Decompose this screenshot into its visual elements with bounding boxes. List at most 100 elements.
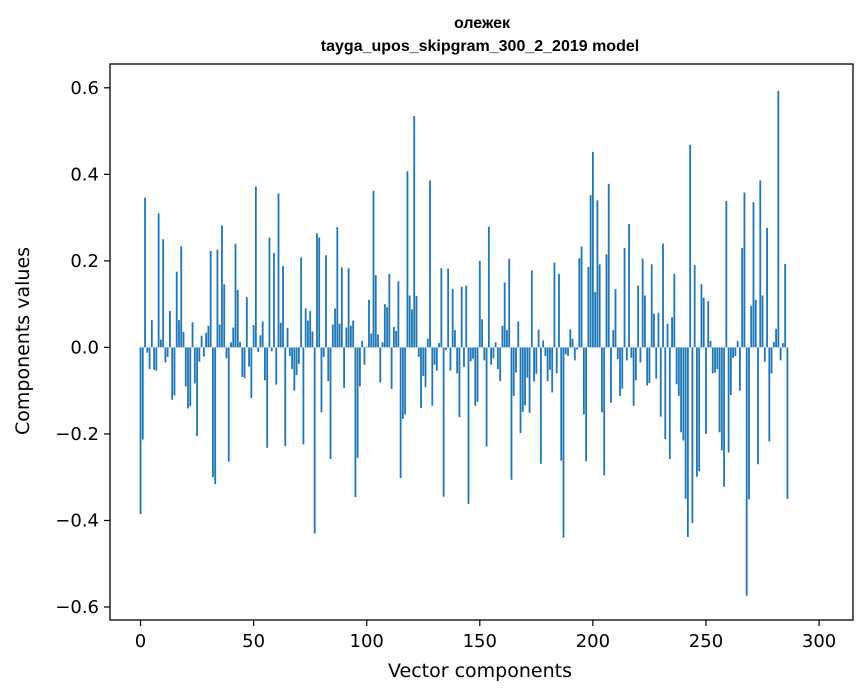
bar <box>361 340 364 348</box>
bar <box>426 338 429 348</box>
bar <box>601 347 603 413</box>
bar <box>297 347 300 364</box>
bar <box>225 347 228 359</box>
bar <box>386 307 388 348</box>
bar <box>413 115 416 348</box>
bar <box>659 347 662 417</box>
y-tick-label: −0.2 <box>55 424 99 445</box>
bar <box>558 273 560 348</box>
x-tick-label: 200 <box>576 631 610 652</box>
y-tick-label: 0.0 <box>70 337 99 358</box>
bar <box>404 347 407 415</box>
bar <box>438 343 440 348</box>
x-tick-label: 50 <box>242 631 265 652</box>
bar <box>456 347 459 374</box>
bar <box>603 347 606 476</box>
bar <box>449 347 452 371</box>
bar <box>653 313 655 348</box>
bar <box>429 180 431 348</box>
bar <box>632 347 635 406</box>
bar <box>327 347 330 382</box>
bar <box>392 327 395 348</box>
bar <box>709 340 712 348</box>
bar <box>241 347 244 377</box>
bar <box>549 347 551 370</box>
bar <box>571 338 574 348</box>
bar <box>623 247 626 348</box>
bar <box>745 347 748 596</box>
bar <box>693 265 696 348</box>
bar <box>777 90 780 348</box>
bar <box>619 347 621 396</box>
x-tick-label: 300 <box>802 631 836 652</box>
bar <box>501 325 504 348</box>
bar <box>723 347 725 487</box>
bar <box>702 297 705 348</box>
bar <box>169 311 171 348</box>
bar <box>607 183 610 348</box>
bar <box>162 239 165 348</box>
bar <box>178 320 180 348</box>
bar <box>474 347 477 406</box>
bar <box>273 253 275 348</box>
bar <box>555 347 558 374</box>
bar <box>374 275 377 348</box>
bar <box>714 347 716 373</box>
bar <box>779 347 782 361</box>
bar <box>359 347 361 387</box>
bar <box>239 341 241 348</box>
bar <box>671 317 673 348</box>
bar <box>528 347 531 413</box>
bar <box>381 342 384 348</box>
bar <box>469 347 472 362</box>
x-tick-label: 100 <box>350 631 384 652</box>
bar <box>331 324 334 348</box>
bar <box>334 308 336 348</box>
bar <box>650 264 653 348</box>
bar <box>644 295 646 348</box>
bar <box>243 347 246 379</box>
bar <box>639 347 642 363</box>
bar <box>465 285 468 348</box>
bar <box>483 347 486 361</box>
bar <box>264 347 266 381</box>
bar <box>150 320 153 348</box>
bar <box>451 289 454 348</box>
bar <box>564 347 567 355</box>
plot-frame <box>109 63 854 621</box>
bar <box>388 273 391 348</box>
bar <box>707 301 710 348</box>
bar <box>662 243 664 348</box>
bar <box>227 347 230 462</box>
bar <box>551 347 554 393</box>
bar <box>567 347 569 357</box>
x-axis-ticks: 0 50 100 150 200 250 300 <box>135 620 836 652</box>
bar <box>205 332 208 348</box>
bar <box>698 347 701 472</box>
bar <box>668 347 671 460</box>
chart-title: олежек <box>454 15 511 32</box>
bar <box>207 325 210 348</box>
bar <box>164 347 167 363</box>
bar <box>320 347 323 413</box>
x-axis-label: Vector components <box>388 660 572 682</box>
bar <box>605 254 608 348</box>
y-axis-ticks: −0.6 −0.4 −0.2 0.0 0.2 0.4 0.6 <box>55 78 110 618</box>
bar <box>467 347 470 505</box>
bar <box>675 347 678 385</box>
bar <box>166 347 169 357</box>
bar <box>180 246 183 348</box>
bar <box>596 200 599 348</box>
bar <box>768 347 771 442</box>
chart-subtitle: tayga_upos_skipgram_300_2_2019 model <box>321 38 639 55</box>
bar <box>200 335 203 348</box>
bar <box>408 295 411 348</box>
bar <box>379 347 382 383</box>
bar <box>481 319 483 348</box>
bar <box>221 225 223 348</box>
bar <box>288 347 291 357</box>
bar <box>485 347 488 447</box>
bar <box>184 347 187 387</box>
bars-group <box>139 90 789 596</box>
bar <box>338 323 341 348</box>
